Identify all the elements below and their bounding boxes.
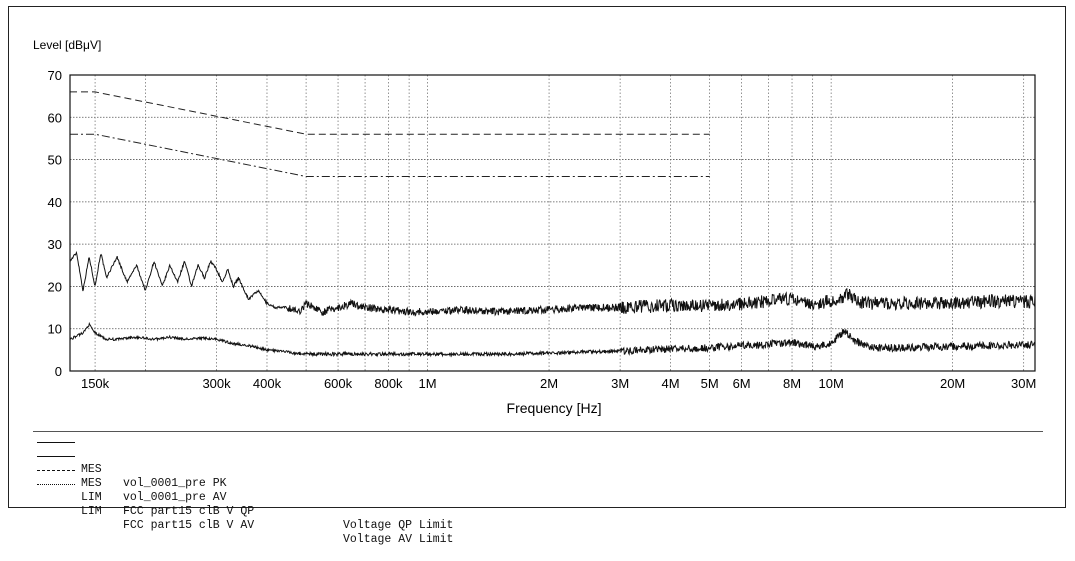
y-tick-label: 40: [48, 195, 62, 210]
y-tick-label: 50: [48, 153, 62, 168]
emc-spectrum-chart: 0 10 20 30 40 50 60 70 150k 300k 400k 600k 800k 1M 2M 3…: [33, 38, 1037, 416]
x-tick-label: 3M: [611, 376, 629, 391]
legend-description: Voltage AV Limit: [343, 533, 454, 546]
legend-swatch-solid: [37, 456, 75, 457]
limit-line: [70, 91, 710, 135]
x-tick-label: 4M: [662, 376, 680, 391]
legend-series-name: FCC part15 clB V AV: [123, 519, 255, 532]
limit-line: [70, 133, 710, 177]
legend-item-qp-limit: LIM FCC part15 clB V QP Voltage QP Limit: [33, 463, 633, 532]
x-tick-label: 5M: [701, 376, 719, 391]
x-tick-label: 30M: [1011, 376, 1036, 391]
x-tick-label: 400k: [253, 376, 282, 391]
y-tick-label: 60: [48, 110, 62, 125]
x-tick-label: 800k: [374, 376, 403, 391]
x-tick-label: 150k: [81, 376, 110, 391]
legend-swatch-dashdot: [37, 484, 75, 485]
grid: [70, 75, 1035, 371]
legend-kind: MES: [81, 477, 102, 490]
series-line: [69, 321, 1036, 358]
legend-divider: [33, 431, 1043, 432]
y-tick-label: 20: [48, 279, 62, 294]
legend-kind: MES: [81, 463, 102, 476]
series-line: [69, 250, 1036, 317]
y-tick-label: 10: [48, 322, 62, 337]
legend-series-name: vol_0001_pre AV: [123, 491, 227, 504]
legend-item-av: MES vol_0001_pre AV: [33, 449, 633, 504]
legend-item-pk: MES vol_0001_pre PK: [33, 435, 633, 490]
x-axis-label: Frequency [Hz]: [507, 400, 602, 416]
series-group: [69, 91, 1036, 358]
legend-item-av-limit: LIM FCC part15 clB V AV Voltage AV Limit: [33, 477, 633, 546]
legend-series-name: vol_0001_pre PK: [123, 477, 227, 490]
legend-kind: LIM: [81, 491, 102, 504]
x-tick-label: 1M: [419, 376, 437, 391]
y-tick-label: 30: [48, 237, 62, 252]
x-tick-label: 6M: [733, 376, 751, 391]
legend-swatch-solid: [37, 442, 75, 443]
y-axis-label: Level [dBμV]: [33, 38, 101, 52]
legend-description: Voltage QP Limit: [343, 519, 454, 532]
x-tick-label: 10M: [818, 376, 843, 391]
chart-frame: 0 10 20 30 40 50 60 70 150k 300k 400k 600k 800k 1M 2M 3…: [8, 6, 1066, 546]
legend-series-name: FCC part15 clB V QP: [123, 505, 255, 518]
tick-labels: 0 10 20 30 40 50 60 70 150k 300k 400k 600k 800k 1M 2M 3…: [48, 68, 1037, 391]
y-tick-label: 0: [55, 364, 62, 379]
x-tick-label: 8M: [783, 376, 801, 391]
legend-kind: LIM: [81, 505, 102, 518]
x-tick-label: 600k: [324, 376, 353, 391]
plot-area: [69, 74, 1036, 372]
x-tick-label: 300k: [202, 376, 231, 391]
legend-swatch-dashed: [37, 470, 75, 471]
x-tick-label: 2M: [540, 376, 558, 391]
x-tick-label: 20M: [940, 376, 965, 391]
y-tick-label: 70: [48, 68, 62, 83]
